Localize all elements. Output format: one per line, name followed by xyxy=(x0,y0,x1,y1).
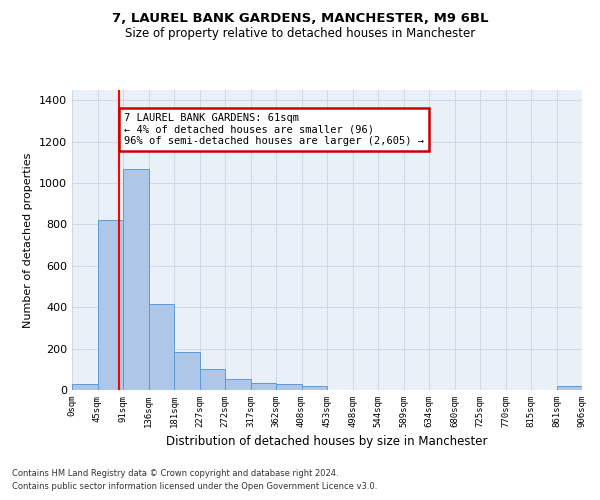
Bar xyxy=(302,386,327,390)
Text: 7, LAUREL BANK GARDENS, MANCHESTER, M9 6BL: 7, LAUREL BANK GARDENS, MANCHESTER, M9 6… xyxy=(112,12,488,26)
Text: 7 LAUREL BANK GARDENS: 61sqm
← 4% of detached houses are smaller (96)
96% of sem: 7 LAUREL BANK GARDENS: 61sqm ← 4% of det… xyxy=(124,113,424,146)
Bar xyxy=(149,304,174,390)
Bar xyxy=(72,384,97,390)
Bar xyxy=(199,368,225,390)
Bar xyxy=(123,168,149,390)
Bar xyxy=(557,386,582,390)
Text: Contains HM Land Registry data © Crown copyright and database right 2024.: Contains HM Land Registry data © Crown c… xyxy=(12,468,338,477)
Bar xyxy=(276,384,302,390)
Bar xyxy=(225,379,251,390)
Text: Distribution of detached houses by size in Manchester: Distribution of detached houses by size … xyxy=(166,435,488,448)
Bar xyxy=(174,352,199,390)
Text: Size of property relative to detached houses in Manchester: Size of property relative to detached ho… xyxy=(125,28,475,40)
Bar xyxy=(251,382,276,390)
Text: Contains public sector information licensed under the Open Government Licence v3: Contains public sector information licen… xyxy=(12,482,377,491)
Bar xyxy=(97,220,123,390)
Y-axis label: Number of detached properties: Number of detached properties xyxy=(23,152,34,328)
